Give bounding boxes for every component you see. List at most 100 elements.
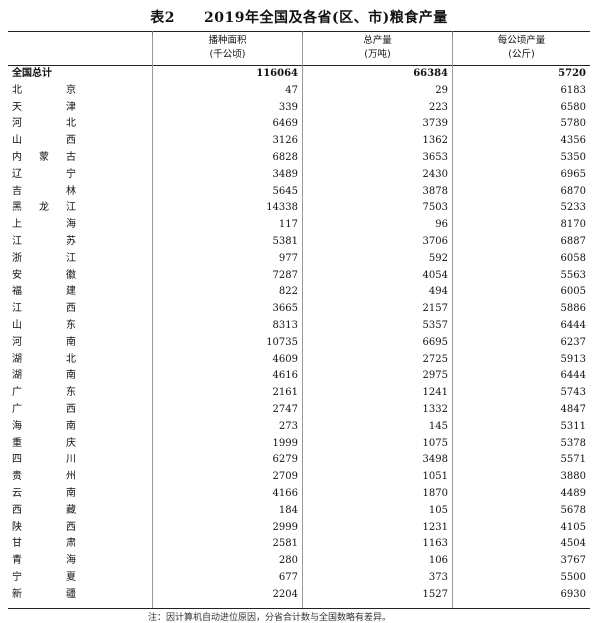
table-header: 播种面积 (千公顷) 总产量 (万吨) 每公顷产量 (公斤) xyxy=(8,31,590,66)
total-output-value: 3498 xyxy=(422,454,448,466)
total-output-value: 3739 xyxy=(422,118,448,130)
header-yield: 每公顷产量 (公斤) xyxy=(452,31,590,65)
yield-value: 5571 xyxy=(560,454,586,466)
sown-area-value: 677 xyxy=(278,571,298,583)
header-total-output: 总产量 (万吨) xyxy=(302,31,452,65)
table-row: 云南 4166 1870 4489 xyxy=(8,486,590,503)
yield-value: 6005 xyxy=(560,286,586,298)
region-name: 四川 xyxy=(12,454,76,466)
yield-value: 6930 xyxy=(560,588,586,600)
sown-area-value: 47 xyxy=(285,84,298,96)
total-output-value: 29 xyxy=(435,84,448,96)
yield-value: 6058 xyxy=(560,252,586,264)
yield-value: 4504 xyxy=(560,538,586,550)
total-output-value: 66384 xyxy=(413,68,448,79)
column-divider xyxy=(302,35,303,609)
total-output-value: 145 xyxy=(428,420,448,432)
yield-value: 5233 xyxy=(560,202,586,214)
sown-area-value: 117 xyxy=(278,219,298,231)
sown-area-value: 822 xyxy=(278,286,298,298)
sown-area-value: 339 xyxy=(278,101,298,113)
yield-value: 6444 xyxy=(560,319,586,331)
table-row: 湖北 4609 2725 5913 xyxy=(8,352,590,369)
sown-area-value: 4166 xyxy=(272,487,298,499)
table-row: 海南 273 145 5311 xyxy=(8,419,590,436)
total-output-value: 494 xyxy=(428,286,448,298)
total-row: 全国总计 116064 66384 5720 xyxy=(8,66,590,83)
sown-area-value: 5381 xyxy=(272,235,298,247)
total-output-value: 96 xyxy=(435,219,448,231)
table-row: 天津 339 223 6580 xyxy=(8,100,590,117)
yield-value: 5311 xyxy=(560,420,586,432)
region-name: 陕西 xyxy=(12,521,76,533)
column-divider xyxy=(152,35,153,609)
table-row: 西藏 184 105 5678 xyxy=(8,503,590,520)
table-row: 福建 822 494 6005 xyxy=(8,284,590,301)
yield-value: 5563 xyxy=(560,269,586,281)
total-output-value: 7503 xyxy=(422,202,448,214)
total-output-value: 5357 xyxy=(422,319,448,331)
yield-value: 6887 xyxy=(560,235,586,247)
region-name: 西藏 xyxy=(12,504,76,516)
total-output-value: 1241 xyxy=(422,387,448,399)
header-sown-area-label: 播种面积 xyxy=(208,35,247,46)
total-output-value: 373 xyxy=(428,571,448,583)
region-name: 北京 xyxy=(12,84,76,96)
region-name: 云南 xyxy=(12,487,76,499)
table-row: 贵州 2709 1051 3880 xyxy=(8,469,590,486)
sown-area-value: 2204 xyxy=(272,588,298,600)
header-sown-area: 播种面积 (千公顷) xyxy=(152,31,302,65)
region-name: 宁夏 xyxy=(12,571,76,583)
sown-area-value: 2709 xyxy=(272,471,298,483)
sown-area-value: 14338 xyxy=(266,202,298,214)
total-output-value: 1870 xyxy=(422,487,448,499)
region-name: 青海 xyxy=(12,555,76,567)
region-name: 山东 xyxy=(12,319,76,331)
table-row: 湖南 4616 2975 6444 xyxy=(8,368,590,385)
total-output-value: 592 xyxy=(428,252,448,264)
sown-area-value: 280 xyxy=(278,555,298,567)
region-name: 黑龙江 xyxy=(12,202,76,214)
total-output-value: 3878 xyxy=(422,185,448,197)
yield-value: 5378 xyxy=(560,437,586,449)
bottom-rule xyxy=(8,608,590,609)
sown-area-value: 10735 xyxy=(266,336,298,348)
header-yield-label: 每公顷产量 xyxy=(497,35,546,46)
region-name: 上海 xyxy=(12,219,76,231)
yield-value: 5886 xyxy=(560,303,586,315)
sown-area-value: 4609 xyxy=(272,353,298,365)
region-name: 甘肃 xyxy=(12,538,76,550)
yield-value: 4105 xyxy=(560,521,586,533)
total-output-value: 1332 xyxy=(422,403,448,415)
region-name: 新疆 xyxy=(12,588,76,600)
region-name: 辽宁 xyxy=(12,168,76,180)
yield-value: 5500 xyxy=(560,571,586,583)
table-row: 上海 117 96 8170 xyxy=(8,217,590,234)
sown-area-value: 2999 xyxy=(272,521,298,533)
region-name: 广东 xyxy=(12,387,76,399)
total-output-value: 3706 xyxy=(422,235,448,247)
region-name: 广西 xyxy=(12,403,76,415)
region-name: 吉林 xyxy=(12,185,76,197)
region-name: 湖北 xyxy=(12,353,76,365)
yield-value: 6444 xyxy=(560,370,586,382)
sown-area-value: 1999 xyxy=(272,437,298,449)
total-output-value: 105 xyxy=(428,504,448,516)
header-sown-area-unit: (千公顷) xyxy=(209,49,246,60)
sown-area-value: 273 xyxy=(278,420,298,432)
yield-value: 6965 xyxy=(560,168,586,180)
yield-value: 5350 xyxy=(560,151,586,163)
yield-value: 5913 xyxy=(560,353,586,365)
table-row: 河南 10735 6695 6237 xyxy=(8,335,590,352)
sown-area-value: 2161 xyxy=(272,387,298,399)
sown-area-value: 8313 xyxy=(272,319,298,331)
total-output-value: 4054 xyxy=(422,269,448,281)
sown-area-value: 6279 xyxy=(272,454,298,466)
table-row: 浙江 977 592 6058 xyxy=(8,251,590,268)
yield-value: 6183 xyxy=(560,84,586,96)
total-output-value: 1163 xyxy=(422,538,448,550)
sown-area-value: 2581 xyxy=(272,538,298,550)
sown-area-value: 5645 xyxy=(272,185,298,197)
total-output-value: 3653 xyxy=(422,151,448,163)
total-output-value: 2157 xyxy=(422,303,448,315)
